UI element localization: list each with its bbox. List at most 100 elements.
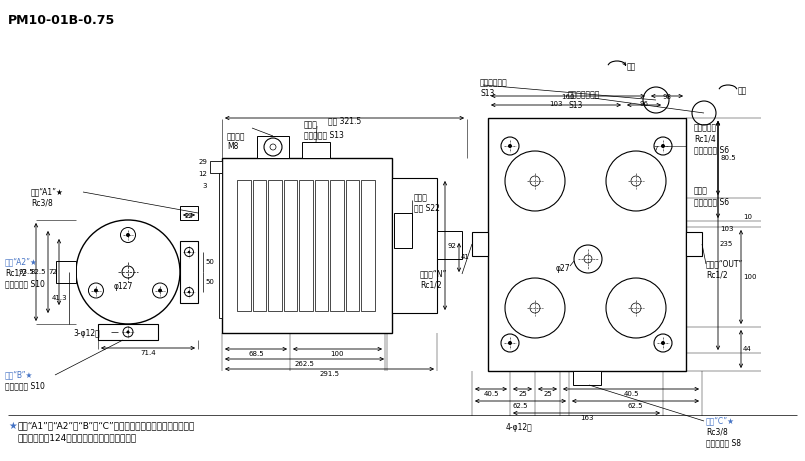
Bar — [56, 261, 76, 283]
Circle shape — [508, 341, 512, 345]
Text: 68.5: 68.5 — [248, 351, 264, 357]
Bar — [253, 180, 266, 311]
Circle shape — [122, 266, 134, 278]
Text: 油塞内六角 S6: 油塞内六角 S6 — [694, 197, 729, 206]
Circle shape — [654, 137, 672, 155]
Bar — [361, 180, 375, 311]
Circle shape — [188, 251, 190, 253]
Text: 接口“B”★: 接口“B”★ — [5, 370, 33, 379]
Text: 起吊螺钉: 起吊螺钉 — [227, 132, 246, 141]
Circle shape — [631, 303, 641, 313]
Circle shape — [631, 176, 641, 186]
Text: 输出口“OUT”: 输出口“OUT” — [706, 259, 743, 268]
Text: 油塞内六角 S13: 油塞内六角 S13 — [304, 130, 344, 139]
Text: Rc1/2: Rc1/2 — [5, 268, 27, 277]
Text: 25: 25 — [543, 391, 552, 397]
Bar — [394, 213, 412, 248]
Text: 排气口: 排气口 — [694, 186, 708, 195]
Circle shape — [505, 278, 565, 338]
Circle shape — [184, 288, 193, 296]
Text: 50: 50 — [205, 279, 214, 285]
Text: 82.5: 82.5 — [31, 269, 46, 275]
Text: 7: 7 — [654, 146, 658, 152]
Circle shape — [508, 144, 512, 148]
Circle shape — [530, 176, 540, 186]
Text: 62.5: 62.5 — [513, 403, 528, 409]
Text: 油塞 S22: 油塞 S22 — [414, 203, 440, 212]
Circle shape — [188, 291, 190, 293]
Text: ★: ★ — [8, 421, 17, 431]
Text: 80.5: 80.5 — [720, 155, 736, 161]
Circle shape — [126, 331, 130, 333]
Text: 62.5: 62.5 — [628, 403, 643, 409]
Text: 100: 100 — [330, 351, 344, 357]
Circle shape — [530, 303, 540, 313]
Circle shape — [505, 151, 565, 211]
Circle shape — [76, 220, 180, 324]
Text: 接口“A1”★: 接口“A1”★ — [31, 187, 64, 196]
Text: φ27: φ27 — [555, 264, 570, 273]
Circle shape — [264, 138, 282, 156]
Text: 3-φ12孔: 3-φ12孔 — [73, 329, 100, 338]
Text: 22: 22 — [184, 213, 193, 219]
Text: φ127: φ127 — [114, 282, 133, 291]
Circle shape — [270, 144, 276, 150]
Text: 103: 103 — [549, 101, 563, 107]
Circle shape — [152, 283, 167, 298]
Text: Rc3/8: Rc3/8 — [31, 198, 53, 207]
Circle shape — [123, 327, 133, 337]
Text: 详情请参见124页「电机泵使用注意事项」。: 详情请参见124页「电机泵使用注意事项」。 — [17, 433, 136, 442]
Bar — [257, 136, 289, 158]
Text: 40.5: 40.5 — [483, 391, 499, 397]
Text: 262.5: 262.5 — [295, 361, 315, 367]
Text: 接口“C”★: 接口“C”★ — [706, 416, 735, 425]
Circle shape — [606, 151, 666, 211]
Text: 41: 41 — [461, 254, 470, 260]
Text: 接口“A2”★: 接口“A2”★ — [5, 257, 38, 266]
Bar — [237, 180, 250, 311]
Circle shape — [643, 87, 669, 113]
Bar — [330, 180, 344, 311]
Bar — [180, 206, 198, 220]
Circle shape — [661, 341, 665, 345]
Circle shape — [692, 101, 716, 125]
Text: Rc1/2: Rc1/2 — [420, 280, 442, 289]
Circle shape — [121, 227, 135, 242]
Bar — [488, 118, 686, 371]
Bar — [686, 232, 702, 256]
Text: 163: 163 — [580, 415, 593, 421]
Circle shape — [184, 248, 193, 256]
Bar — [573, 371, 601, 385]
Text: 25: 25 — [518, 391, 527, 397]
Text: 流量调节器螺鑉: 流量调节器螺鑉 — [568, 90, 601, 99]
Text: 最大 321.5: 最大 321.5 — [328, 116, 361, 125]
Text: 93.5: 93.5 — [19, 269, 34, 275]
Bar — [315, 180, 328, 311]
Circle shape — [126, 233, 130, 237]
Text: S13: S13 — [568, 101, 582, 110]
Circle shape — [501, 137, 519, 155]
Text: 10: 10 — [743, 214, 752, 220]
Text: 235: 235 — [720, 241, 733, 247]
Bar — [392, 178, 437, 313]
Text: 加油口: 加油口 — [414, 193, 428, 202]
Text: 103: 103 — [720, 226, 733, 232]
Text: 油塞内六角 S8: 油塞内六角 S8 — [706, 438, 741, 447]
Bar — [299, 180, 313, 311]
Text: 72: 72 — [48, 269, 57, 275]
Text: 50: 50 — [205, 259, 214, 265]
Text: 100: 100 — [743, 274, 757, 280]
Text: 油塞内六角 S6: 油塞内六角 S6 — [694, 145, 729, 154]
Text: 92: 92 — [447, 242, 456, 248]
Circle shape — [654, 334, 672, 352]
Text: 压力检测口: 压力检测口 — [694, 123, 717, 132]
Text: 3: 3 — [203, 183, 207, 189]
Circle shape — [661, 144, 665, 148]
Text: Rc1/2: Rc1/2 — [706, 270, 728, 279]
Circle shape — [606, 278, 666, 338]
Circle shape — [574, 245, 602, 273]
Bar — [437, 231, 462, 259]
Text: 压力调节螺钉: 压力调节螺钉 — [480, 78, 508, 87]
Text: 98: 98 — [663, 94, 671, 100]
Text: M8: M8 — [227, 142, 238, 151]
